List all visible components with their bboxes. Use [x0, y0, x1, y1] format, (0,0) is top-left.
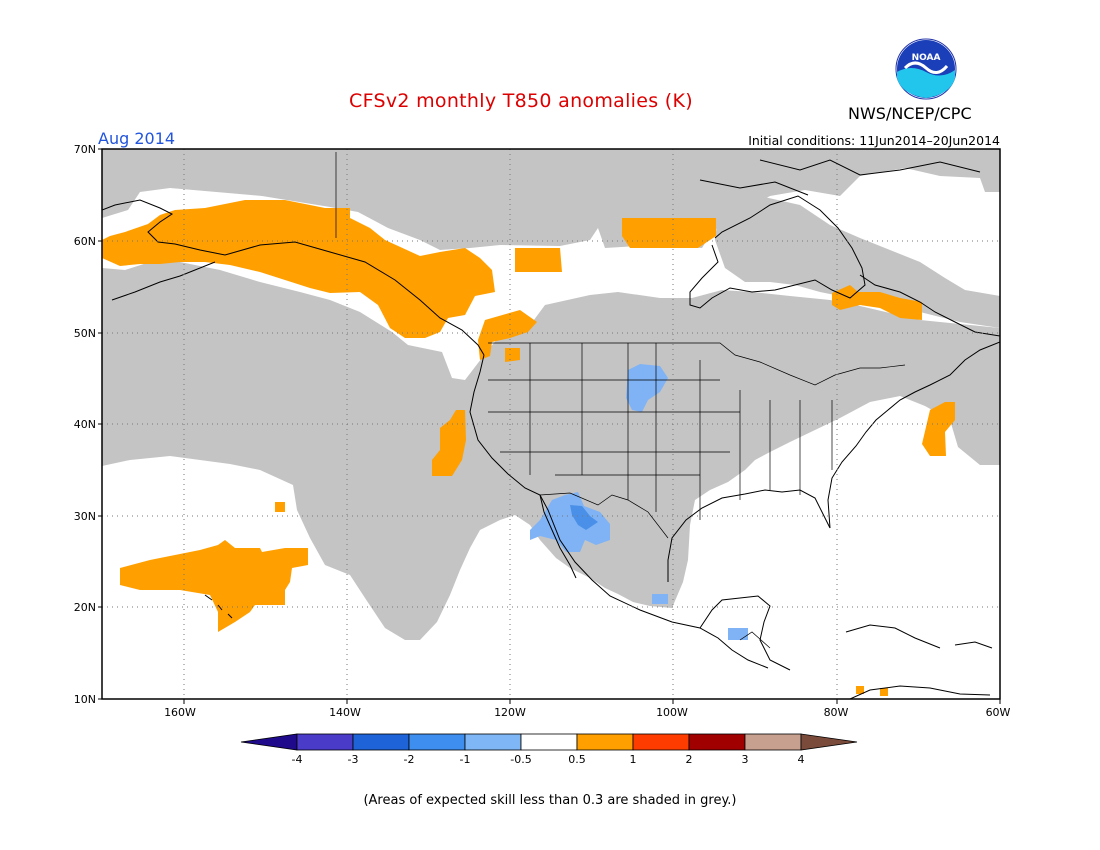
colorbar-tick-label: -2 [404, 753, 415, 766]
lat-label: 60N [74, 235, 96, 248]
coastlines [102, 159, 1000, 699]
orange-area-caribbean-2 [880, 688, 888, 696]
colorbar-tick-label: -0.5 [510, 753, 531, 766]
orange-area-alaska [102, 200, 495, 338]
coast-west-us [469, 354, 769, 669]
coast-south-america [849, 685, 991, 699]
political-borders [335, 152, 906, 649]
orange-area-atlantic [922, 402, 955, 456]
map-field [102, 149, 1000, 699]
colorbar-tick-label: 2 [686, 753, 693, 766]
colorbar-tick-label: -1 [460, 753, 471, 766]
initial-conditions-label: Initial conditions: 11Jun2014–20Jun2014 [748, 133, 1000, 148]
orange-area-hudson [622, 218, 716, 248]
agency-label: NWS/NCEP/CPC [848, 104, 972, 123]
lon-label: 80W [824, 706, 849, 719]
valid-month-label: Aug 2014 [98, 129, 176, 148]
grey-region-arctic [102, 149, 1000, 250]
orange-area-offshore-ca [432, 410, 466, 476]
blue-area-central-america [728, 628, 748, 640]
grey-region-main [102, 262, 1000, 640]
orange-area-pnw [478, 310, 537, 360]
coast-arctic-islands [759, 159, 981, 176]
grey-region-hudson [715, 196, 1000, 328]
border-us-canada [488, 342, 906, 386]
skill-mask [102, 149, 1000, 640]
lon-label: 140W [329, 706, 361, 719]
coast-baja [539, 494, 577, 579]
colorbar-cell [576, 733, 634, 751]
border-states-cols [529, 343, 833, 520]
coast-east-us [827, 341, 1000, 529]
colorbar-cell [688, 733, 746, 751]
lon-label: 120W [494, 706, 526, 719]
coast-gulf-of-mexico [667, 489, 831, 582]
colorbar-tick-label: 4 [798, 753, 805, 766]
coast-aleutians [111, 261, 216, 301]
colorbar-tick-label: -3 [348, 753, 359, 766]
orange-area-canada-central [515, 248, 562, 272]
colorbar-labels: -4 -3 -2 -1 -0.5 0.5 1 2 3 4 [292, 753, 805, 766]
coast-yucatan [699, 595, 791, 671]
orange-area-pacific-small [275, 502, 285, 512]
lon-label: 100W [656, 706, 688, 719]
blue-area-mexico [530, 492, 610, 552]
blue-area-gulf [652, 594, 668, 604]
graticule [102, 149, 1000, 699]
colorbar-cell [464, 733, 522, 751]
lat-label: 30N [74, 510, 96, 523]
coast-alaska [102, 199, 485, 356]
colorbar-cell [296, 733, 354, 751]
lat-label: 70N [74, 143, 96, 156]
lat-ticks [98, 148, 1001, 704]
colorbar [240, 733, 858, 751]
border-states-rows [488, 379, 740, 476]
colorbar-cell [352, 733, 410, 751]
orange-area-pnw-small [505, 348, 520, 362]
coast-cuba [845, 624, 941, 649]
colorbar-cell [800, 733, 858, 751]
lat-label: 20N [74, 601, 96, 614]
coast-arctic-islands-2 [699, 179, 809, 196]
longitude-labels: 160W 140W 120W 100W 80W 60W [164, 706, 1010, 719]
orange-area-caribbean-1 [856, 686, 864, 694]
negative-anomaly-areas [530, 364, 748, 640]
colorbar-cell [408, 733, 466, 751]
border-central-america [739, 631, 771, 649]
coast-hudson-bay [689, 195, 866, 309]
coast-hawaii [204, 594, 233, 619]
blue-area-mexico-strong [570, 505, 598, 530]
lat-label: 50N [74, 327, 96, 340]
colorbar-tick-label: 1 [630, 753, 637, 766]
colorbar-tick-label: 3 [742, 753, 749, 766]
colorbar-tick-label: -4 [292, 753, 303, 766]
colorbar-tick-label: 0.5 [568, 753, 586, 766]
chart-title: CFSv2 monthly T850 anomalies (K) [349, 90, 693, 112]
latitude-labels: 70N 60N 50N 40N 30N 20N 10N [74, 143, 96, 706]
colorbar-cell [520, 733, 578, 751]
colorbar-cell [632, 733, 690, 751]
colorbar-cell [240, 733, 298, 751]
noaa-logo: NOAA [895, 38, 957, 100]
lon-label: 60W [986, 706, 1011, 719]
noaa-logo-text: NOAA [912, 53, 941, 63]
colorbar-cell [744, 733, 802, 751]
orange-area-hawaii [120, 540, 308, 632]
border-us-mexico [539, 492, 669, 539]
lat-label: 10N [74, 693, 96, 706]
coast-hispaniola [954, 641, 993, 649]
lon-label: 160W [164, 706, 196, 719]
skill-footnote: (Areas of expected skill less than 0.3 a… [363, 793, 737, 808]
positive-anomaly-areas [102, 200, 955, 696]
blue-area-dakotas [626, 364, 668, 412]
lat-label: 40N [74, 418, 96, 431]
coast-labrador [859, 274, 1000, 337]
